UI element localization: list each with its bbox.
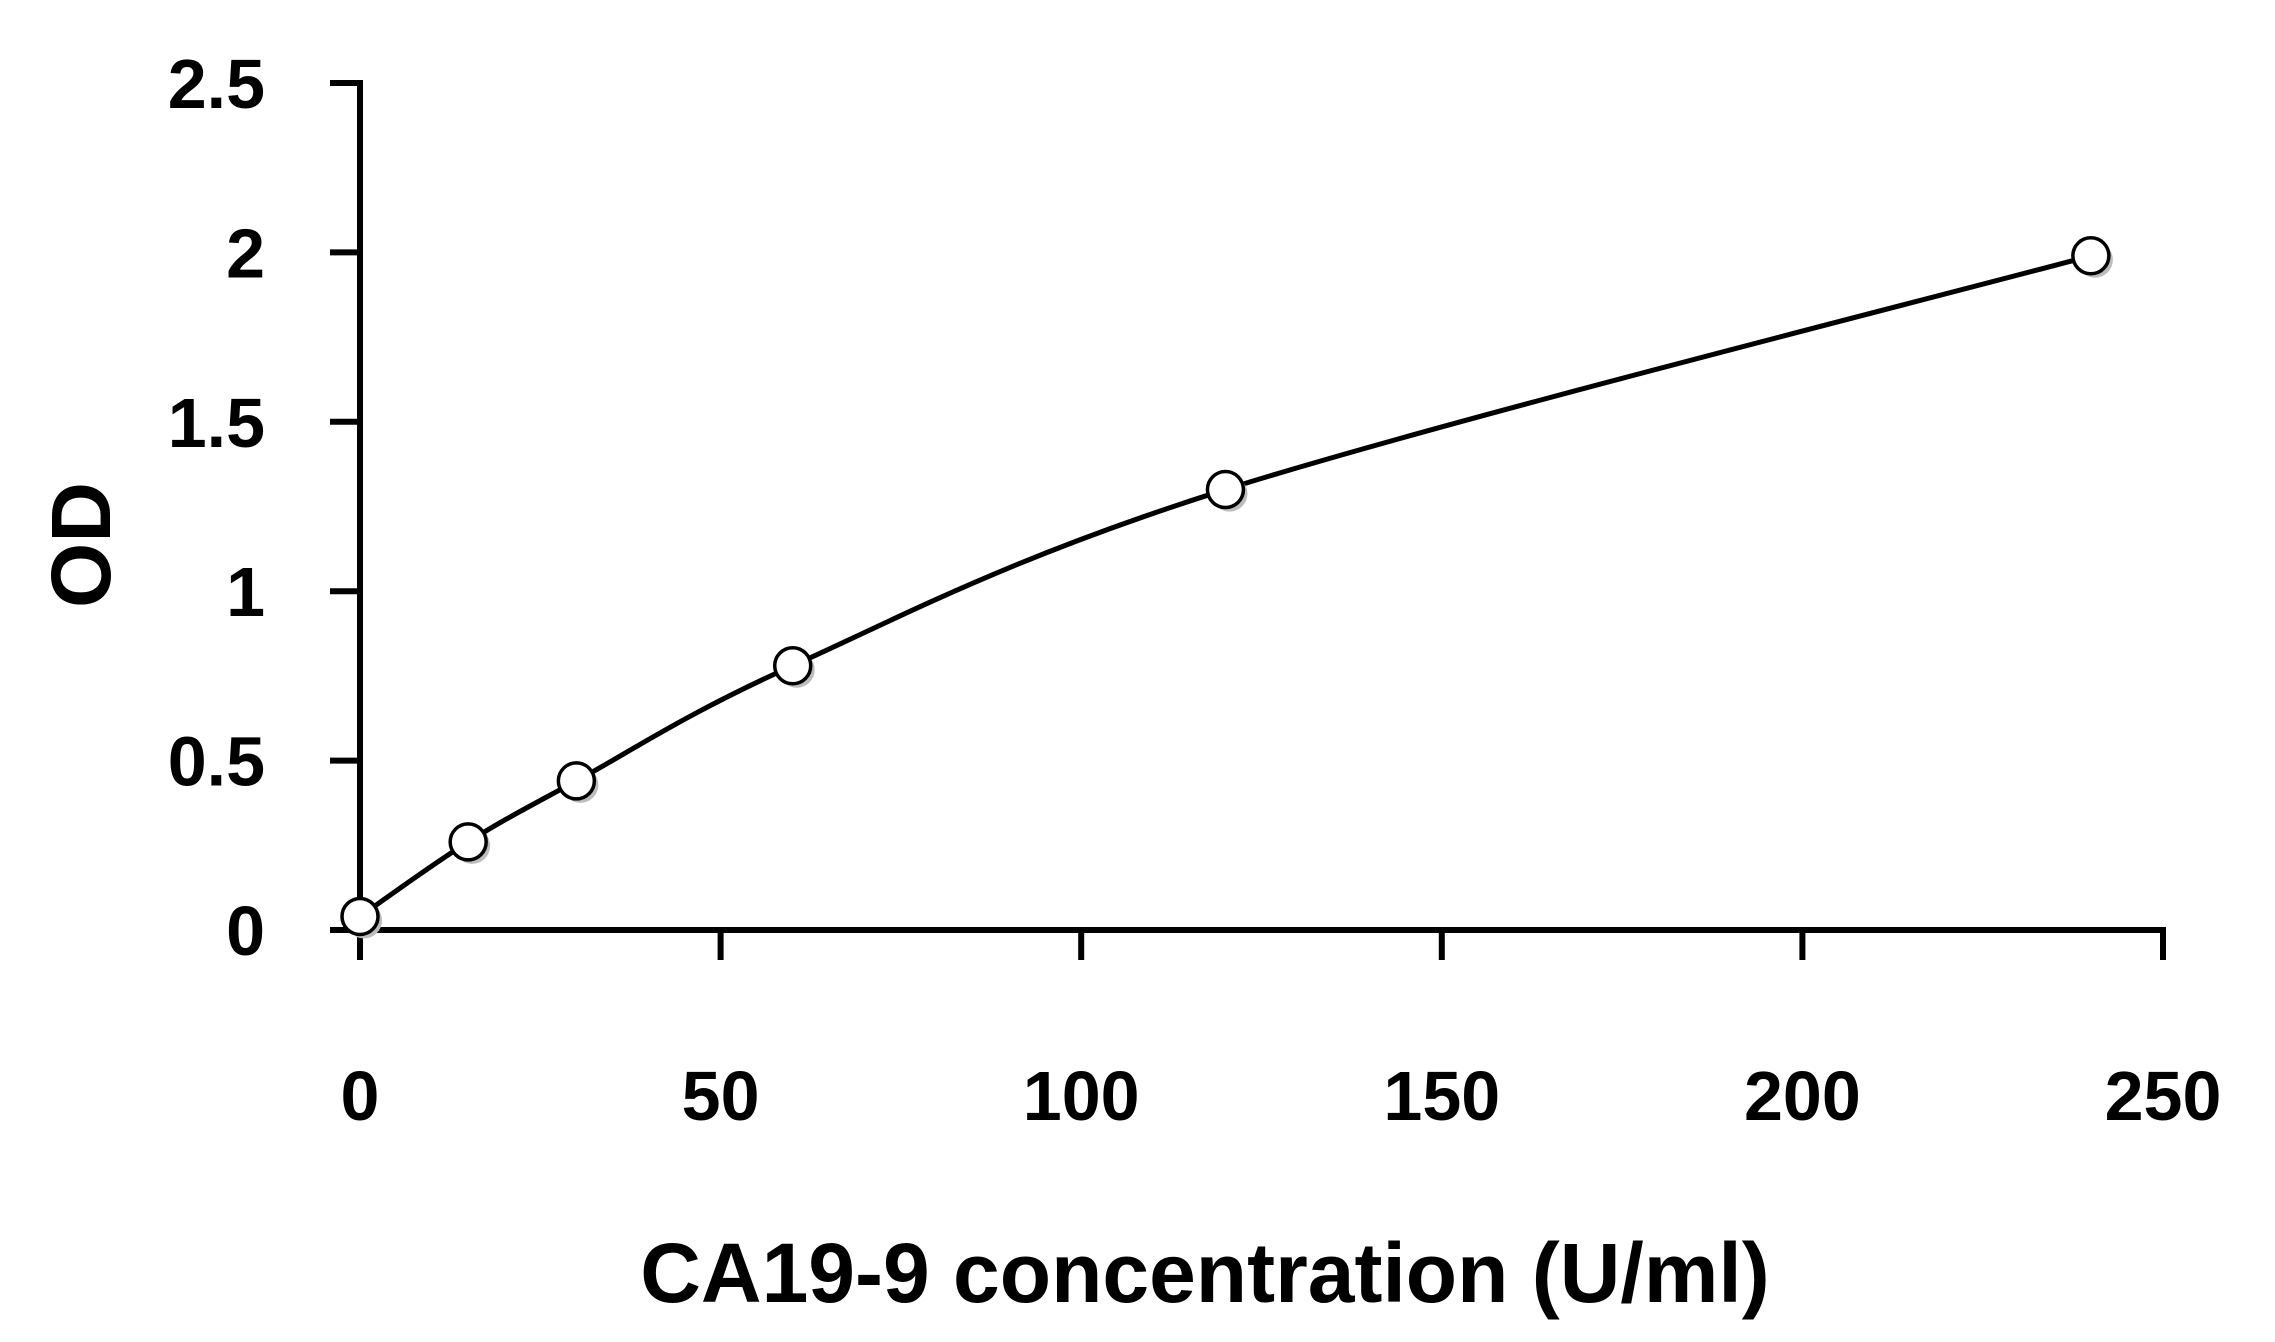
data-point-marker: [1205, 469, 1246, 510]
x-tick-label: 100: [1023, 1057, 1140, 1135]
y-tick-label: 2.5: [168, 45, 265, 123]
y-axis-title: OD: [34, 482, 128, 608]
data-point: [556, 761, 599, 803]
x-axis-ticks: 0 50 100 150 200 250: [341, 930, 2222, 1135]
y-axis-ticks: 0 0.5 1 1.5 2 2.5: [168, 45, 360, 970]
y-tick-label: 2: [226, 214, 265, 292]
y-axis: 0 0.5 1 1.5 2 2.5: [168, 45, 363, 970]
data-point: [1205, 469, 1248, 512]
data-point-marker: [448, 822, 488, 862]
data-point: [340, 896, 382, 939]
x-axis-title: CA19-9 concentration (U/ml): [640, 1226, 1770, 1320]
y-tick-label: 0.5: [168, 723, 265, 801]
data-points: [340, 236, 2113, 939]
data-point: [2071, 236, 2113, 278]
data-point: [448, 822, 491, 864]
x-axis: 0 50 100 150 200 250: [330, 927, 2222, 1135]
data-point-marker: [556, 761, 597, 801]
data-point: [772, 645, 815, 688]
x-tick-label: 200: [1744, 1057, 1861, 1135]
data-point-marker: [340, 896, 380, 937]
data-point-marker: [2071, 236, 2111, 276]
data-point-marker: [772, 645, 813, 686]
x-tick-label: 0: [341, 1057, 380, 1135]
x-tick-label: 150: [1383, 1057, 1500, 1135]
fit-curve: [358, 253, 2092, 919]
x-tick-label: 250: [2105, 1057, 2222, 1135]
y-tick-label: 1.5: [168, 384, 265, 462]
y-tick-label: 0: [226, 892, 265, 970]
y-tick-label: 1: [226, 553, 265, 631]
x-tick-label: 50: [682, 1057, 760, 1135]
